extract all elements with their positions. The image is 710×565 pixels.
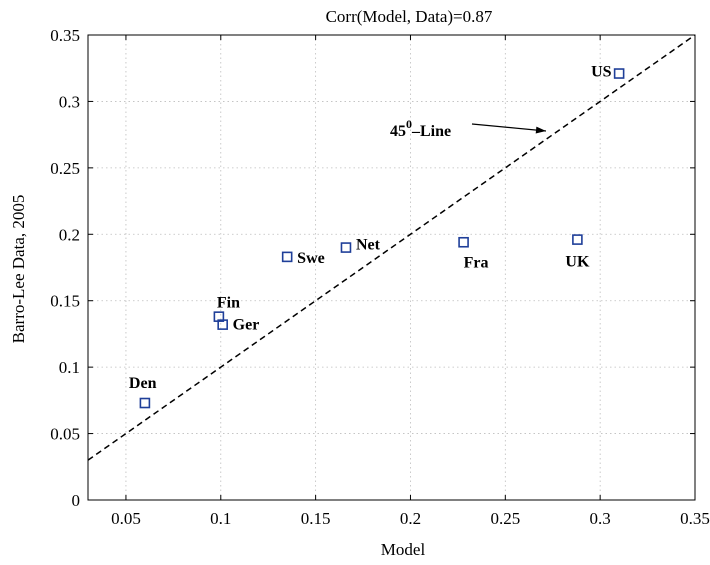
y-tick-label: 0.25 xyxy=(50,159,80,178)
data-point-label: Ger xyxy=(233,317,260,334)
x-tick-label: 0.05 xyxy=(111,509,141,528)
data-point-label: UK xyxy=(565,254,590,271)
data-point-label: Den xyxy=(129,375,157,392)
y-tick-label: 0.35 xyxy=(50,26,80,45)
y-tick-label: 0.1 xyxy=(59,358,80,377)
data-point-label: Net xyxy=(356,237,381,254)
y-tick-label: 0.15 xyxy=(50,292,80,311)
data-point-marker xyxy=(139,397,151,409)
data-point-label: Swe xyxy=(297,250,325,267)
y-tick-label: 0.05 xyxy=(50,425,80,444)
x-tick-label: 0.15 xyxy=(301,509,331,528)
annotation-superscript: 0 xyxy=(406,117,412,131)
annotation-base: 45 xyxy=(390,123,406,140)
data-point-marker xyxy=(572,234,583,245)
y-tick-label: 0 xyxy=(72,491,81,510)
grid xyxy=(88,34,696,501)
data-points: US UK Fra Net Swe Fin Ger Den xyxy=(129,64,625,409)
annotation-suffix: –Line xyxy=(411,123,451,140)
data-point-marker xyxy=(458,236,469,248)
x-tick-label: 0.1 xyxy=(210,509,231,528)
x-tick-label: 0.3 xyxy=(590,509,611,528)
y-tick-label: 0.3 xyxy=(59,92,80,111)
annotation-label: 450–Line xyxy=(390,117,451,140)
data-point-marker xyxy=(281,251,293,263)
data-point-marker xyxy=(613,68,625,79)
plot-frame xyxy=(87,34,696,501)
annotation-arrow xyxy=(471,123,547,132)
data-point-label: US xyxy=(591,64,612,81)
axis-ticks: 0.05 0.1 0.15 0.2 0.25 0.3 0.35 0 0.05 0.1 0.15 0.2… xyxy=(50,26,710,528)
y-axis-title: Barro-Lee Data, 2005 xyxy=(9,195,28,344)
data-point-label: Fin xyxy=(217,295,240,312)
chart-title: Corr(Model, Data)=0.87 xyxy=(326,7,493,26)
data-point-label: Fra xyxy=(464,254,489,271)
x-axis-title: Model xyxy=(381,540,426,559)
x-tick-label: 0.35 xyxy=(680,509,710,528)
data-point-marker xyxy=(340,242,352,253)
y-tick-label: 0.2 xyxy=(59,225,80,244)
line-annotation: 450–Line xyxy=(390,117,547,140)
reference-45-degree-line xyxy=(87,34,696,461)
x-tick-label: 0.2 xyxy=(400,509,421,528)
x-tick-label: 0.25 xyxy=(490,509,520,528)
data-point-marker xyxy=(217,319,228,330)
annotation-arrowhead xyxy=(535,126,546,134)
